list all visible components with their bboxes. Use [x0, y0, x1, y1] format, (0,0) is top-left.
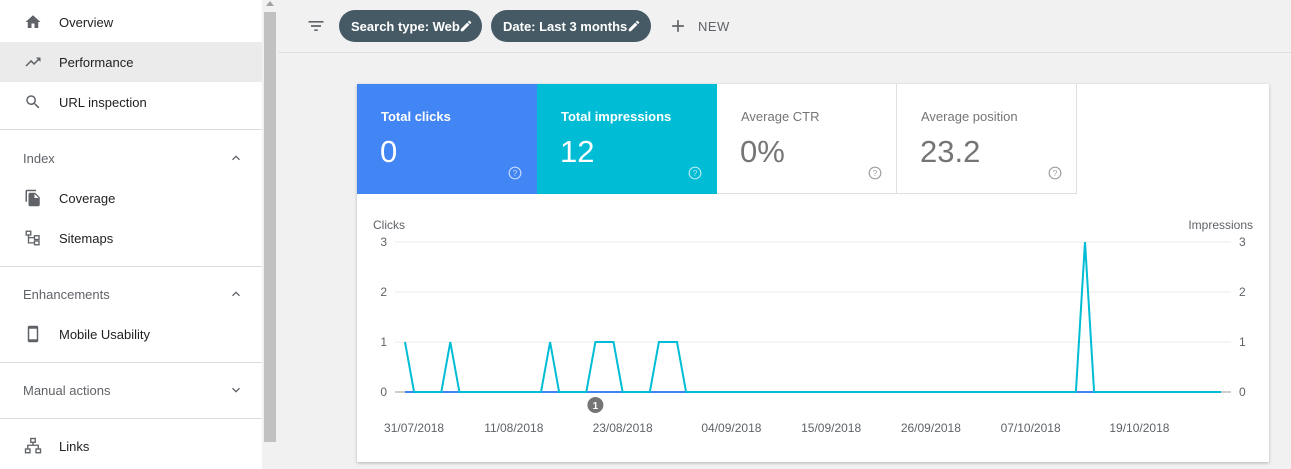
- section-enhancements-header[interactable]: Enhancements: [0, 274, 262, 314]
- metric-total-clicks[interactable]: Total clicks 0 ?: [357, 84, 537, 194]
- metric-value: 0: [380, 134, 398, 169]
- y-tick-label-right: 1: [1239, 335, 1246, 349]
- edit-icon: [460, 20, 472, 32]
- x-tick-label: 19/10/2018: [1109, 421, 1169, 435]
- section-title: Index: [23, 151, 55, 166]
- plus-icon: [672, 20, 684, 32]
- metric-label: Average CTR: [741, 109, 820, 124]
- sidebar-item-coverage[interactable]: Coverage: [0, 178, 262, 218]
- trending-up-icon: [23, 52, 43, 72]
- home-icon: [23, 12, 43, 32]
- divider: [0, 362, 262, 363]
- performance-chart[interactable]: Clicks Impressions 0 0 1 1 2 2 3 3 31/07/2018 11/…: [357, 194, 1269, 462]
- divider: [278, 52, 1291, 53]
- y-tick-label-right: 2: [1239, 285, 1246, 299]
- scroll-up-arrow-icon[interactable]: [266, 1, 274, 6]
- metric-value: 0%: [740, 134, 785, 169]
- help-icon[interactable]: ?: [1048, 166, 1062, 180]
- sidebar-item-label: Links: [59, 439, 90, 454]
- filter-icon[interactable]: [306, 16, 326, 36]
- chip-label: Search type: Web: [351, 18, 460, 34]
- metric-label: Total clicks: [381, 109, 451, 124]
- links-icon: [23, 436, 43, 456]
- date-chip[interactable]: Date: Last 3 months: [491, 10, 651, 42]
- y-tick-label-right: 3: [1239, 235, 1246, 249]
- metric-total-impressions[interactable]: Total impressions 12 ?: [537, 84, 717, 194]
- y-axis-label-left: Clicks: [373, 218, 405, 232]
- new-filter-label: NEW: [698, 18, 730, 34]
- divider: [0, 418, 262, 419]
- performance-card: Total clicks 0 ? Total impressions 12 ? …: [357, 84, 1269, 462]
- x-tick-label: 31/07/2018: [384, 421, 444, 435]
- annotation-marker[interactable]: 1: [587, 397, 604, 413]
- sidebar-item-mobile-usability[interactable]: Mobile Usability: [0, 314, 262, 354]
- divider: [0, 129, 262, 130]
- y-tick-label-right: 0: [1239, 385, 1246, 399]
- file-copy-icon: [23, 188, 43, 208]
- metric-value: 23.2: [920, 134, 981, 169]
- search-icon: [23, 92, 43, 112]
- help-icon[interactable]: ?: [868, 166, 882, 180]
- metric-value: 12: [560, 134, 595, 169]
- annotation-label: 1: [593, 401, 599, 412]
- x-tick-label: 07/10/2018: [1001, 421, 1061, 435]
- sidebar-item-links[interactable]: Links: [0, 426, 262, 466]
- sidebar-item-label: Sitemaps: [59, 231, 114, 246]
- chevron-up-icon: [232, 291, 240, 297]
- divider: [0, 266, 262, 267]
- metric-label: Total impressions: [561, 109, 672, 124]
- sidebar-item-label: Coverage: [59, 191, 116, 206]
- svg-text:?: ?: [693, 169, 698, 178]
- svg-text:?: ?: [1053, 169, 1058, 178]
- y-axis-label-right: Impressions: [1188, 218, 1253, 232]
- x-tick-label: 23/08/2018: [593, 421, 653, 435]
- help-icon[interactable]: ?: [688, 166, 702, 180]
- edit-icon: [628, 20, 640, 32]
- annotation-circle: [587, 397, 604, 413]
- section-index-header[interactable]: Index: [0, 138, 262, 178]
- x-tick-label: 15/09/2018: [801, 421, 861, 435]
- sidebar-item-label: URL inspection: [59, 95, 147, 110]
- metric-average-ctr[interactable]: Average CTR 0% ?: [717, 84, 897, 194]
- sidebar-scrollbar-thumb[interactable]: [264, 12, 276, 442]
- x-tick-label: 11/08/2018: [484, 421, 543, 435]
- sidebar-item-performance[interactable]: Performance: [0, 42, 262, 82]
- sidebar-item-label: Overview: [59, 15, 114, 30]
- chevron-down-icon: [232, 387, 240, 393]
- y-tick-label-left: 0: [380, 385, 387, 399]
- svg-text:?: ?: [873, 169, 878, 178]
- series-line-impressions: [404, 241, 1221, 393]
- metric-label: Average position: [921, 109, 1018, 124]
- y-tick-label-left: 2: [380, 285, 387, 299]
- metric-average-position[interactable]: Average position 23.2 ?: [897, 84, 1077, 194]
- sidebar-item-url-inspection[interactable]: URL inspection: [0, 82, 262, 122]
- section-title: Enhancements: [23, 287, 110, 302]
- y-tick-label-left: 1: [380, 335, 387, 349]
- sidebar-item-label: Performance: [59, 55, 134, 70]
- y-tick-label-left: 3: [380, 235, 387, 249]
- sidebar: Overview Performance URL inspection Inde…: [0, 0, 262, 469]
- chevron-up-icon: [232, 155, 240, 161]
- smartphone-icon: [23, 324, 43, 344]
- chip-label: Date: Last 3 months: [503, 18, 628, 34]
- section-manual-actions-header[interactable]: Manual actions: [0, 370, 262, 410]
- x-tick-label: 26/09/2018: [901, 421, 961, 435]
- sitemap-icon: [23, 228, 43, 248]
- sidebar-item-sitemaps[interactable]: Sitemaps: [0, 218, 262, 258]
- section-title: Manual actions: [23, 383, 111, 398]
- search-type-chip[interactable]: Search type: Web: [339, 10, 482, 42]
- sidebar-item-label: Mobile Usability: [59, 327, 151, 342]
- svg-text:?: ?: [513, 169, 518, 178]
- sidebar-item-overview[interactable]: Overview: [0, 2, 262, 42]
- x-tick-label: 04/09/2018: [701, 421, 761, 435]
- help-icon[interactable]: ?: [508, 166, 522, 180]
- new-filter-button[interactable]: NEW: [668, 14, 730, 38]
